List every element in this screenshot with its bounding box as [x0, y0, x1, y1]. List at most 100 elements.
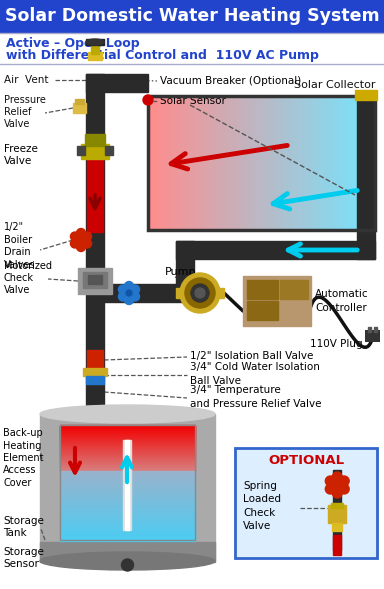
- Bar: [360, 96, 362, 230]
- Bar: [333, 535, 341, 555]
- Bar: [60, 466, 195, 468]
- Bar: [368, 327, 371, 332]
- Bar: [60, 470, 195, 472]
- Bar: [91, 43, 99, 54]
- Bar: [371, 96, 374, 230]
- Bar: [60, 439, 195, 441]
- Text: Solar Domestic Water Heating System: Solar Domestic Water Heating System: [5, 7, 379, 25]
- Circle shape: [331, 479, 343, 491]
- Bar: [60, 523, 195, 524]
- Bar: [60, 501, 195, 502]
- Bar: [223, 96, 226, 230]
- Bar: [358, 96, 360, 230]
- Bar: [60, 443, 195, 445]
- Bar: [60, 459, 195, 461]
- Bar: [366, 96, 368, 230]
- Bar: [320, 96, 323, 230]
- Bar: [86, 74, 104, 414]
- Text: Spring
Loaded
Check
Valve: Spring Loaded Check Valve: [243, 481, 281, 531]
- Circle shape: [339, 484, 349, 494]
- Bar: [125, 440, 129, 530]
- Bar: [85, 134, 105, 146]
- Bar: [60, 519, 195, 521]
- Circle shape: [325, 484, 335, 494]
- Bar: [60, 502, 195, 504]
- Bar: [60, 498, 195, 499]
- Bar: [356, 96, 359, 230]
- Bar: [60, 521, 195, 522]
- Circle shape: [191, 284, 209, 302]
- Bar: [290, 96, 292, 230]
- Text: Storage
Sensor: Storage Sensor: [3, 547, 44, 569]
- Bar: [239, 96, 241, 230]
- Text: 1/2"
Boiler
Drain
Valves: 1/2" Boiler Drain Valves: [4, 223, 35, 270]
- Bar: [60, 436, 195, 438]
- Bar: [60, 513, 195, 515]
- Bar: [186, 96, 188, 230]
- Bar: [235, 96, 237, 230]
- Bar: [60, 434, 195, 435]
- Bar: [60, 497, 195, 498]
- Text: 3/4" Temperature
and Pressure Relief Valve: 3/4" Temperature and Pressure Relief Val…: [190, 385, 321, 409]
- Bar: [263, 96, 266, 230]
- Bar: [60, 484, 195, 485]
- Circle shape: [339, 476, 349, 486]
- Bar: [60, 503, 195, 505]
- Text: Vacuum Breaker (Optional): Vacuum Breaker (Optional): [160, 76, 301, 86]
- Bar: [60, 449, 195, 451]
- Bar: [292, 96, 294, 230]
- Bar: [339, 96, 341, 230]
- Bar: [60, 456, 195, 458]
- Text: OPTIONAL: OPTIONAL: [268, 455, 344, 468]
- Bar: [104, 284, 176, 302]
- Bar: [60, 493, 195, 495]
- Bar: [60, 482, 195, 484]
- Bar: [60, 432, 195, 434]
- Bar: [123, 440, 131, 530]
- Bar: [280, 96, 283, 230]
- Bar: [60, 453, 195, 455]
- Bar: [256, 96, 258, 230]
- Bar: [324, 96, 326, 230]
- Bar: [60, 450, 195, 452]
- Bar: [335, 96, 338, 230]
- Bar: [364, 96, 366, 230]
- Bar: [60, 464, 195, 465]
- Bar: [60, 427, 195, 429]
- Bar: [60, 490, 195, 491]
- Bar: [60, 455, 195, 456]
- Circle shape: [131, 292, 139, 301]
- Bar: [276, 96, 279, 230]
- Bar: [60, 471, 195, 472]
- Circle shape: [325, 476, 335, 486]
- Bar: [60, 425, 195, 426]
- Bar: [225, 96, 228, 230]
- Bar: [152, 96, 154, 230]
- Bar: [174, 96, 177, 230]
- Bar: [322, 96, 324, 230]
- Bar: [176, 288, 184, 298]
- Bar: [282, 96, 285, 230]
- Bar: [229, 96, 232, 230]
- Bar: [148, 96, 375, 230]
- Bar: [60, 522, 195, 524]
- Bar: [60, 476, 195, 478]
- Bar: [258, 96, 260, 230]
- Bar: [345, 96, 347, 230]
- Bar: [60, 495, 195, 497]
- Bar: [207, 96, 209, 230]
- Bar: [201, 96, 204, 230]
- Bar: [233, 96, 235, 230]
- Bar: [60, 496, 195, 498]
- Bar: [188, 96, 190, 230]
- Circle shape: [121, 559, 134, 571]
- Bar: [273, 96, 275, 230]
- Bar: [60, 478, 195, 479]
- Bar: [373, 96, 376, 230]
- Bar: [157, 96, 160, 230]
- Bar: [301, 96, 304, 230]
- Text: 110V Plug: 110V Plug: [310, 339, 362, 349]
- Bar: [331, 503, 343, 508]
- Bar: [60, 477, 195, 478]
- Bar: [303, 96, 306, 230]
